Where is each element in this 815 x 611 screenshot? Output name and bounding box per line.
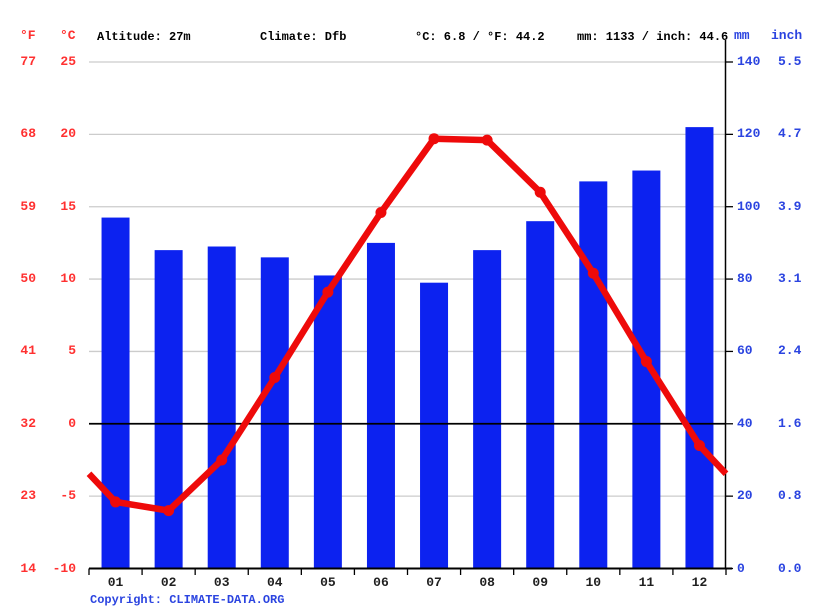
month-label-02: 02 — [160, 575, 177, 590]
precipitation-bar-09 — [526, 221, 555, 569]
mm-tick-label: 40 — [737, 415, 753, 431]
fahrenheit-tick-label: 32 — [20, 415, 36, 431]
temperature-point-09 — [534, 186, 546, 198]
month-label-04: 04 — [266, 575, 283, 590]
mm-tick-label: 20 — [737, 488, 753, 504]
copyright-label: Copyright: — [90, 593, 170, 607]
precipitation-bar-12 — [685, 127, 714, 569]
month-label-12: 12 — [691, 575, 708, 590]
mm-tick-label: 120 — [737, 126, 761, 142]
temperature-point-05 — [322, 286, 334, 298]
precipitation-bar-02 — [154, 250, 183, 569]
temperature-point-04 — [269, 371, 281, 383]
temperature-point-10 — [587, 267, 599, 279]
fahrenheit-tick-label: 41 — [20, 343, 36, 359]
copyright-link[interactable]: CLIMATE-DATA.ORG — [169, 593, 285, 607]
precipitation-bar-04 — [260, 257, 289, 569]
precipitation-bar-07 — [420, 282, 449, 569]
inch-tick-label: 3.9 — [778, 198, 802, 214]
copyright-line: Copyright: CLIMATE-DATA.ORG — [90, 593, 284, 608]
fahrenheit-tick-label: 68 — [20, 126, 36, 142]
precipitation-bar-05 — [313, 275, 342, 569]
inch-tick-label: 0.8 — [778, 488, 802, 504]
month-label-11: 11 — [638, 575, 655, 590]
inch-tick-label: 5.5 — [778, 54, 802, 69]
fahrenheit-tick-label: 14 — [20, 560, 36, 576]
month-label-05: 05 — [320, 575, 336, 590]
fahrenheit-tick-label: 23 — [20, 488, 36, 504]
month-label-08: 08 — [479, 575, 495, 590]
temperature-point-12 — [693, 439, 705, 451]
celsius-tick-label: 5 — [68, 343, 76, 359]
fahrenheit-axis-title: °F — [20, 28, 36, 43]
inch-tick-label: 3.1 — [778, 271, 802, 287]
celsius-tick-label: -5 — [60, 488, 76, 504]
altitude-label: Altitude: 27m — [97, 30, 191, 44]
month-label-09: 09 — [532, 575, 548, 590]
inch-tick-label: 2.4 — [778, 343, 802, 359]
celsius-tick-label: 25 — [60, 54, 76, 69]
celsius-axis-title: °C — [60, 28, 76, 43]
temperature-point-02 — [163, 505, 175, 517]
precipitation-bar-08 — [473, 250, 502, 569]
temperature-point-01 — [110, 496, 122, 508]
precipitation-bar-10 — [579, 181, 608, 569]
temperature-point-08 — [481, 134, 493, 146]
inch-tick-label: 4.7 — [778, 126, 802, 142]
celsius-tick-label: -10 — [52, 560, 76, 576]
celsius-tick-label: 20 — [60, 126, 76, 142]
temperature-point-06 — [375, 207, 387, 219]
inch-axis-title: inch — [771, 28, 803, 43]
temperature-point-11 — [640, 356, 652, 368]
fahrenheit-tick-label: 59 — [20, 198, 36, 214]
precipitation-bar-01 — [101, 217, 130, 569]
inch-tick-label: 1.6 — [778, 415, 802, 431]
precipitation-bar-03 — [207, 246, 236, 569]
precipitation-bar-11 — [632, 170, 661, 569]
climate-class-label: Climate: Dfb — [260, 30, 347, 44]
month-label-03: 03 — [213, 575, 230, 590]
precipitation-bar-06 — [366, 242, 395, 569]
month-label-07: 07 — [426, 575, 442, 590]
month-label-10: 10 — [585, 575, 602, 590]
mm-tick-label: 60 — [737, 343, 753, 359]
mm-tick-label: 0 — [737, 560, 745, 576]
mean-temp-label: °C: 6.8 / °F: 44.2 — [415, 30, 545, 44]
total-precip-label: mm: 1133 / inch: 44.6 — [577, 30, 729, 44]
mm-tick-label: 140 — [737, 54, 761, 69]
celsius-tick-label: 15 — [60, 198, 76, 214]
fahrenheit-tick-label: 50 — [20, 271, 36, 287]
month-label-01: 01 — [107, 575, 124, 590]
mm-tick-label: 80 — [737, 271, 753, 287]
celsius-tick-label: 0 — [68, 415, 76, 431]
inch-tick-label: 0.0 — [778, 560, 802, 576]
mm-tick-label: 100 — [737, 198, 761, 214]
celsius-tick-label: 10 — [60, 271, 76, 287]
fahrenheit-tick-label: 77 — [20, 54, 36, 69]
month-label-06: 06 — [373, 575, 389, 590]
temperature-point-07 — [428, 133, 440, 145]
mm-axis-title: mm — [734, 28, 750, 43]
temperature-line — [86, 135, 729, 514]
temperature-point-03 — [216, 454, 228, 466]
